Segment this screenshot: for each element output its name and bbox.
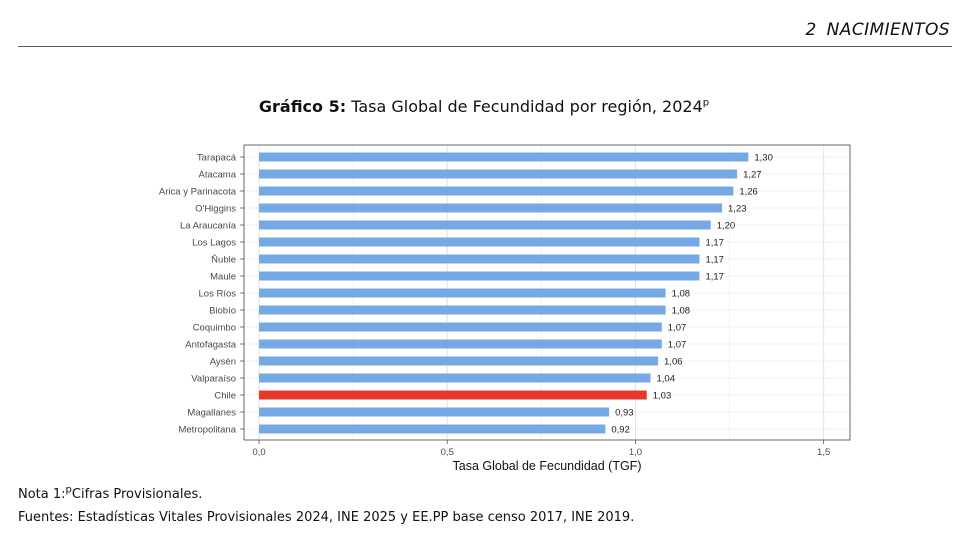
value-label: 0,93 bbox=[615, 408, 634, 419]
category-label: Aysén bbox=[210, 357, 236, 368]
category-label: Biobío bbox=[209, 306, 236, 317]
x-axis-title: Tasa Global de Fecundidad (TGF) bbox=[453, 459, 642, 473]
note-prefix: Nota 1: bbox=[18, 487, 66, 502]
value-label: 1,26 bbox=[739, 187, 758, 198]
bar-3 bbox=[259, 203, 723, 213]
value-label: 1,08 bbox=[672, 289, 691, 300]
bar-4 bbox=[259, 220, 711, 230]
value-label: 1,08 bbox=[672, 306, 691, 317]
value-label: 1,27 bbox=[743, 170, 762, 181]
category-label: Los Lagos bbox=[192, 238, 236, 249]
bar-1 bbox=[259, 169, 738, 179]
bar-11 bbox=[259, 339, 662, 349]
note-text: Cifras Provisionales. bbox=[71, 487, 203, 502]
bar-14 bbox=[259, 390, 647, 400]
category-label: Valparaíso bbox=[191, 374, 236, 385]
category-label: Coquimbo bbox=[193, 323, 236, 334]
value-label: 1,30 bbox=[754, 153, 773, 164]
value-label: 1,17 bbox=[705, 272, 724, 283]
value-label: 1,07 bbox=[668, 340, 687, 351]
value-label: 1,23 bbox=[728, 204, 747, 215]
bar-12 bbox=[259, 356, 659, 366]
category-label: O'Higgins bbox=[195, 204, 236, 215]
chart-note: Nota 1:pCifras Provisionales. bbox=[18, 484, 203, 502]
section-number: 2 bbox=[805, 20, 817, 40]
plot-border bbox=[243, 144, 851, 441]
section-title: NACIMIENTOS bbox=[826, 20, 950, 40]
value-label: 1,20 bbox=[717, 221, 736, 232]
section-heading: 2 NACIMIENTOS bbox=[805, 20, 950, 40]
bar-7 bbox=[259, 271, 700, 281]
x-tick-label: 1,5 bbox=[817, 447, 830, 458]
bar-5 bbox=[259, 237, 700, 247]
bar-13 bbox=[259, 373, 651, 383]
bar-6 bbox=[259, 254, 700, 264]
chart-sources: Fuentes: Estadísticas Vitales Provisiona… bbox=[18, 510, 635, 525]
x-tick-label: 1,0 bbox=[629, 447, 642, 458]
bar-2 bbox=[259, 186, 734, 196]
chart-title-superscript: p bbox=[702, 97, 710, 109]
value-label: 1,04 bbox=[657, 374, 676, 385]
category-label: Magallanes bbox=[187, 408, 236, 419]
value-label: 1,17 bbox=[705, 255, 724, 266]
value-label: 1,07 bbox=[668, 323, 687, 334]
category-label: Atacama bbox=[199, 170, 237, 181]
category-label: Maule bbox=[210, 272, 236, 283]
category-label: Antofagasta bbox=[185, 340, 236, 351]
x-tick-label: 0,0 bbox=[252, 447, 265, 458]
value-label: 1,03 bbox=[653, 391, 672, 402]
note-superscript: p bbox=[65, 484, 72, 496]
x-tick-label: 0,5 bbox=[441, 447, 454, 458]
category-label: Chile bbox=[214, 391, 236, 402]
category-label: Tarapacá bbox=[197, 153, 237, 164]
bar-15 bbox=[259, 407, 610, 417]
bar-16 bbox=[259, 424, 606, 434]
bar-chart: Tarapacá 1,30 Atacama 1,27 Arica y Parinacot… bbox=[159, 144, 851, 473]
category-label: Arica y Parinacota bbox=[159, 187, 237, 198]
page-header: 2 NACIMIENTOS bbox=[18, 18, 952, 47]
category-label: La Araucanía bbox=[180, 221, 237, 232]
bar-10 bbox=[259, 322, 662, 332]
bar-8 bbox=[259, 288, 666, 298]
category-label: Metropolitana bbox=[178, 425, 236, 436]
value-label: 1,17 bbox=[705, 238, 724, 249]
bar-9 bbox=[259, 305, 666, 315]
value-label: 0,92 bbox=[611, 425, 630, 436]
bar-0 bbox=[259, 152, 749, 162]
category-label: Los Ríos bbox=[199, 289, 237, 300]
chart-title-prefix: Gráfico 5: bbox=[258, 97, 347, 116]
category-label: Ñuble bbox=[211, 255, 236, 266]
chart-title: Gráfico 5: Tasa Global de Fecundidad por… bbox=[0, 97, 968, 116]
chart-title-text: Tasa Global de Fecundidad por región, 20… bbox=[351, 97, 703, 116]
value-label: 1,06 bbox=[664, 357, 683, 368]
